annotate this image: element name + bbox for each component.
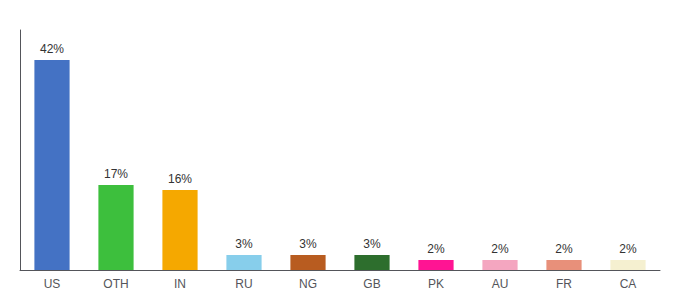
svg-text:42%: 42% xyxy=(40,42,64,56)
svg-text:GB: GB xyxy=(363,277,380,291)
svg-text:AU: AU xyxy=(492,277,509,291)
svg-text:2%: 2% xyxy=(491,242,509,256)
svg-text:RU: RU xyxy=(235,277,252,291)
svg-text:3%: 3% xyxy=(235,237,253,251)
svg-text:2%: 2% xyxy=(619,242,637,256)
svg-text:IN: IN xyxy=(174,277,186,291)
svg-text:FR: FR xyxy=(556,277,572,291)
svg-text:17%: 17% xyxy=(104,167,128,181)
svg-text:CA: CA xyxy=(620,277,637,291)
svg-text:PK: PK xyxy=(428,277,444,291)
svg-text:3%: 3% xyxy=(299,237,317,251)
svg-text:2%: 2% xyxy=(427,242,445,256)
svg-text:NG: NG xyxy=(299,277,317,291)
svg-text:16%: 16% xyxy=(168,172,192,186)
svg-text:US: US xyxy=(44,277,61,291)
svg-text:2%: 2% xyxy=(555,242,573,256)
svg-text:OTH: OTH xyxy=(103,277,128,291)
svg-text:3%: 3% xyxy=(363,237,381,251)
